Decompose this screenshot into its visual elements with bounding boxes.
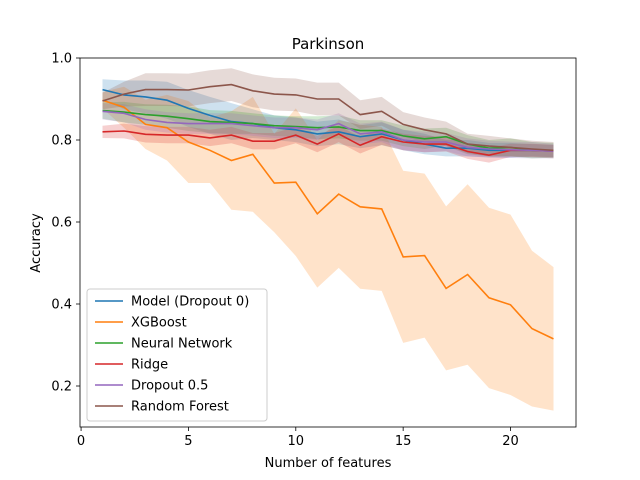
legend-label-model-dropout-0: Model (Dropout 0) xyxy=(131,295,249,310)
x-tick-label: 15 xyxy=(395,434,412,449)
band-model-dropout-0 xyxy=(102,79,554,158)
band-ridge xyxy=(102,123,554,163)
legend-box xyxy=(86,288,268,422)
series-lines xyxy=(102,83,554,340)
legend-label-dropout-0-5: Dropout 0.5 xyxy=(131,379,208,394)
y-tick-label: 0.6 xyxy=(51,216,72,231)
chart-title: Parkinson xyxy=(292,35,365,53)
y-tick-label: 0.8 xyxy=(51,134,72,149)
x-tick-label: 10 xyxy=(288,434,305,449)
legend: Model (Dropout 0) XGBoost Neural Network Ri… xyxy=(86,288,268,422)
legend-label-neural-network: Neural Network xyxy=(131,337,233,352)
legend-label-xgboost: XGBoost xyxy=(131,316,187,331)
plot-frame xyxy=(79,57,577,428)
line-dropout-0-5 xyxy=(102,110,554,152)
band-random-forest xyxy=(102,68,554,159)
line-ridge xyxy=(102,130,554,157)
legend-label-random-forest: Random Forest xyxy=(131,400,229,415)
y-tick-label: 0.2 xyxy=(51,380,72,395)
y-axis-label: Accuracy xyxy=(29,213,44,273)
x-axis-label: Number of features xyxy=(265,456,392,471)
x-axis-ticks: 0 5 10 15 20 xyxy=(77,427,519,449)
x-tick-label: 5 xyxy=(184,434,192,449)
line-random-forest xyxy=(102,83,554,152)
line-model-dropout-0 xyxy=(102,88,554,152)
y-axis-ticks: 0.2 0.4 0.6 0.8 1.0 xyxy=(51,52,80,395)
legend-label-ridge: Ridge xyxy=(131,358,168,373)
band-xgboost xyxy=(102,86,554,411)
y-tick-label: 1.0 xyxy=(51,52,72,67)
x-tick-label: 20 xyxy=(502,434,519,449)
x-tick-label: 0 xyxy=(77,434,85,449)
y-tick-label: 0.4 xyxy=(51,298,72,313)
